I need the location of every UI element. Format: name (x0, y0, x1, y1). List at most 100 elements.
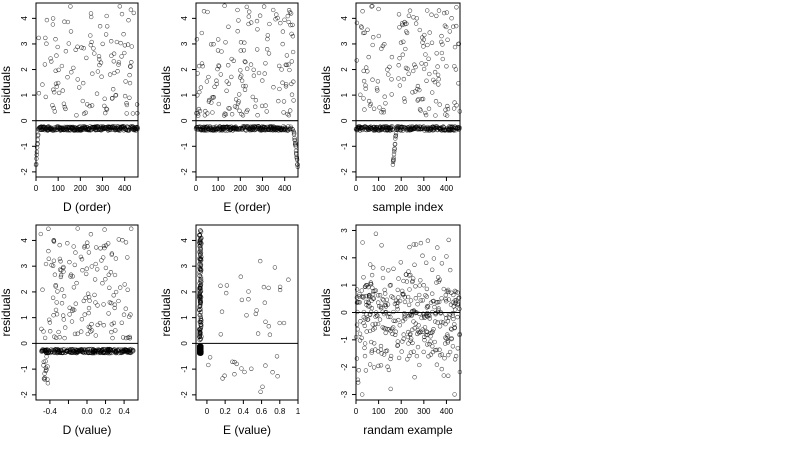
data-point (396, 295, 401, 300)
data-point (402, 313, 408, 318)
data-point (428, 339, 433, 344)
data-point (427, 30, 432, 35)
x-tick-label: 400 (440, 407, 454, 416)
data-point (388, 386, 393, 392)
data-point (279, 67, 284, 72)
data-point (390, 331, 395, 337)
data-point (197, 281, 202, 286)
data-point (41, 329, 46, 334)
data-point (375, 349, 381, 354)
data-point (431, 256, 437, 261)
data-point (428, 334, 433, 339)
y-tick-label: 0 (20, 341, 29, 346)
data-point (218, 72, 223, 77)
data-point (61, 313, 66, 318)
data-point (383, 309, 389, 315)
data-point (124, 102, 130, 108)
data-point (424, 260, 429, 265)
data-point (113, 348, 118, 354)
data-point (238, 40, 244, 45)
data-point (50, 16, 56, 21)
data-point (361, 68, 366, 74)
data-point (239, 73, 244, 78)
data-point (61, 317, 66, 322)
data-point (422, 32, 427, 38)
data-point (406, 269, 411, 274)
data-point (354, 356, 360, 361)
x-axis-title: D (order) (63, 200, 111, 214)
data-point (434, 362, 440, 367)
data-point (390, 127, 395, 132)
data-point (135, 126, 140, 131)
x-tick-label: 200 (74, 184, 88, 193)
scatter-panel: -0.4 0.0 0.2 0.4 -2 -1 0 1 2 3 4 D (value) residuals (0, 224, 139, 437)
data-point (360, 9, 365, 14)
data-point (232, 372, 237, 377)
x-tick-label: 0.2 (100, 407, 112, 416)
data-point (216, 64, 222, 69)
data-point (365, 27, 370, 32)
data-point (357, 338, 363, 343)
data-point (197, 232, 202, 238)
data-point (292, 137, 298, 143)
x-tick-label: 300 (417, 407, 431, 416)
data-point (120, 238, 125, 243)
data-point (281, 99, 287, 104)
data-point (36, 91, 42, 96)
data-point (288, 11, 294, 16)
x-tick-label: 1 (296, 407, 301, 416)
data-point (440, 56, 445, 62)
data-point (126, 18, 131, 23)
data-point (450, 311, 455, 316)
data-point (365, 304, 371, 309)
data-point (443, 312, 448, 317)
data-point (400, 52, 405, 57)
data-point (429, 12, 434, 17)
data-point (202, 113, 208, 118)
data-point (421, 349, 426, 355)
data-point (88, 33, 93, 38)
data-point (380, 297, 385, 302)
data-point (430, 90, 435, 95)
data-point (246, 14, 251, 19)
data-point (120, 335, 126, 340)
data-point (103, 110, 108, 116)
data-point (43, 94, 48, 100)
data-point (358, 92, 363, 97)
data-point (290, 127, 295, 132)
data-point (422, 312, 427, 317)
data-point (446, 297, 451, 302)
data-point (40, 347, 45, 352)
data-point (406, 71, 411, 76)
data-point (388, 356, 393, 362)
y-tick-label: 4 (340, 16, 349, 21)
data-point (286, 113, 292, 118)
data-point (48, 329, 53, 334)
data-point (246, 21, 251, 27)
data-point (43, 261, 49, 267)
data-point (102, 96, 107, 101)
data-point (375, 88, 380, 93)
data-point (197, 108, 203, 114)
data-point (286, 62, 291, 67)
data-point (284, 82, 289, 87)
data-point (376, 363, 381, 369)
data-point (44, 17, 50, 23)
data-point (197, 265, 202, 270)
data-point (372, 326, 377, 331)
data-point (444, 316, 449, 321)
data-point (124, 111, 129, 116)
data-point (367, 362, 373, 367)
data-point (289, 92, 295, 97)
data-point (402, 295, 408, 300)
data-point (375, 321, 381, 327)
data-point (111, 87, 116, 92)
data-point (363, 368, 369, 373)
data-point (426, 106, 432, 111)
data-point (255, 47, 260, 52)
data-point (389, 92, 394, 97)
data-point (42, 62, 48, 67)
data-point (255, 27, 260, 32)
data-point (420, 253, 425, 258)
data-point (85, 240, 90, 245)
